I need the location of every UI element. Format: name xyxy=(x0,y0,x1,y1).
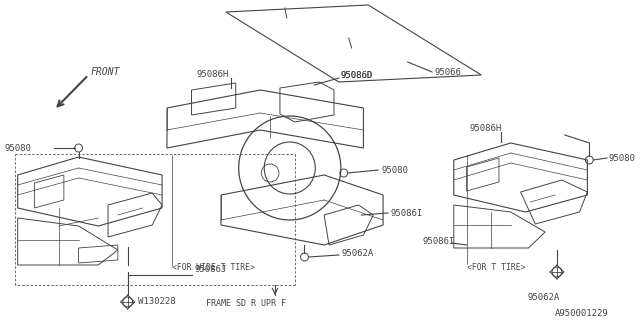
Text: 95062A: 95062A xyxy=(527,293,560,302)
Text: 95062A: 95062A xyxy=(342,249,374,258)
Text: A950001229: A950001229 xyxy=(556,308,609,317)
Text: 95066: 95066 xyxy=(434,68,461,76)
Text: W130228: W130228 xyxy=(138,298,175,307)
Text: 95086H: 95086H xyxy=(470,124,502,132)
Text: FRAME SD R UPR F: FRAME SD R UPR F xyxy=(206,299,286,308)
Text: 95086D: 95086D xyxy=(341,70,373,79)
Text: 95080: 95080 xyxy=(5,143,32,153)
Text: FRONT: FRONT xyxy=(90,67,120,77)
Text: 95086I: 95086I xyxy=(391,209,423,218)
Text: <FOR WIDE T TIRE>: <FOR WIDE T TIRE> xyxy=(172,263,255,273)
Text: 95086H: 95086H xyxy=(196,69,228,78)
Text: 95086J: 95086J xyxy=(195,266,227,275)
Text: 95080: 95080 xyxy=(609,154,636,163)
Text: 95080: 95080 xyxy=(381,165,408,174)
Text: 95086I: 95086I xyxy=(422,236,454,245)
Text: 9508öD: 9508öD xyxy=(341,70,373,79)
Text: <FOR T TIRE>: <FOR T TIRE> xyxy=(467,263,525,273)
